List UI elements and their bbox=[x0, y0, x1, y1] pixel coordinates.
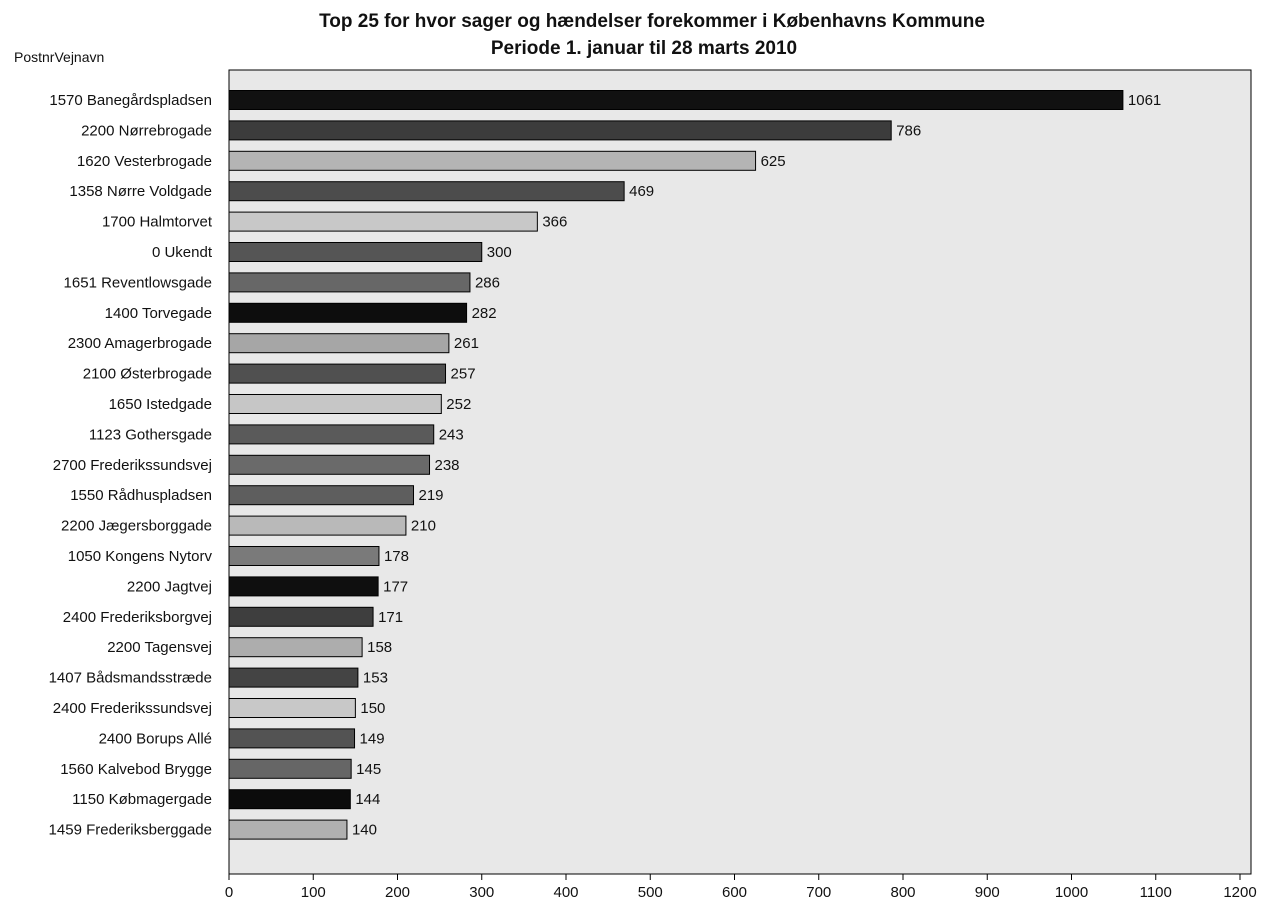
x-tick-label: 900 bbox=[975, 884, 1000, 901]
category-label: 1407 Bådsmandsstræde bbox=[49, 670, 212, 687]
bar bbox=[228, 576, 379, 597]
category-label: 1459 Frederiksberggade bbox=[49, 822, 212, 839]
category-label: 1550 Rådhuspladsen bbox=[70, 487, 212, 504]
category-label: 2200 Jagtvej bbox=[127, 578, 212, 595]
category-label: 1150 Købmagergade bbox=[72, 791, 212, 808]
category-label: 1651 Reventlowsgade bbox=[64, 274, 212, 291]
data-label: 140 bbox=[352, 822, 377, 839]
bar bbox=[228, 333, 450, 354]
category-label: 2400 Borups Allé bbox=[99, 730, 212, 747]
x-tick-label: 400 bbox=[553, 884, 578, 901]
bar bbox=[228, 242, 483, 262]
chart-title: Top 25 for hvor sager og hændelser forek… bbox=[319, 11, 985, 32]
data-label: 150 bbox=[360, 700, 385, 717]
bar bbox=[228, 424, 435, 445]
data-label: 210 bbox=[411, 518, 436, 535]
bar bbox=[228, 728, 356, 749]
data-label: 177 bbox=[383, 578, 408, 595]
x-tick-label: 700 bbox=[806, 884, 831, 901]
chart-subtitle: Periode 1. januar til 28 marts 2010 bbox=[491, 38, 797, 59]
x-tick-label: 500 bbox=[638, 884, 663, 901]
data-label: 158 bbox=[367, 639, 392, 656]
x-tick-label: 200 bbox=[385, 884, 410, 901]
data-label: 366 bbox=[542, 214, 567, 231]
x-tick-label: 1200 bbox=[1223, 884, 1256, 901]
category-label: 1700 Halmtorvet bbox=[102, 214, 213, 231]
category-label: 2200 Tagensvej bbox=[107, 639, 212, 656]
bar bbox=[228, 454, 431, 475]
category-label: 1123 Gothersgade bbox=[89, 426, 212, 443]
bar bbox=[228, 515, 407, 536]
data-label: 171 bbox=[378, 609, 403, 626]
bar bbox=[228, 394, 442, 414]
category-label: 2700 Frederikssundsvej bbox=[53, 457, 212, 474]
bar bbox=[228, 211, 538, 232]
bars-group: 1570 Banegårdspladsen 1061 2200 Nørrebroga… bbox=[49, 90, 1161, 840]
data-label: 469 bbox=[629, 183, 654, 200]
data-label: 144 bbox=[355, 791, 380, 808]
bar bbox=[228, 485, 415, 506]
bar bbox=[228, 637, 363, 658]
bar bbox=[228, 90, 1124, 110]
category-label: 1400 Torvegade bbox=[105, 305, 212, 322]
data-label: 252 bbox=[446, 396, 471, 413]
x-axis: 0 100 200 300 400 500 600 700 800 900 1000 1100 1200 bbox=[225, 874, 1257, 901]
bar bbox=[228, 667, 359, 688]
bar bbox=[228, 181, 625, 202]
bar bbox=[228, 120, 892, 141]
category-label: 1620 Vesterbrogade bbox=[77, 153, 212, 170]
x-tick-label: 600 bbox=[722, 884, 747, 901]
x-tick-label: 300 bbox=[469, 884, 494, 901]
y-axis-title: PostnrVejnavn bbox=[14, 49, 104, 65]
bar bbox=[228, 272, 471, 293]
x-tick-label: 0 bbox=[225, 884, 233, 901]
data-label: 261 bbox=[454, 335, 479, 352]
x-tick-label: 800 bbox=[890, 884, 915, 901]
category-label: 1560 Kalvebod Brygge bbox=[60, 761, 212, 778]
category-label: 1650 Istedgade bbox=[109, 396, 212, 413]
data-label: 282 bbox=[472, 305, 497, 322]
category-label: 2200 Nørrebrogade bbox=[81, 122, 212, 139]
bar bbox=[228, 789, 351, 810]
data-label: 238 bbox=[435, 457, 460, 474]
data-label: 257 bbox=[451, 366, 476, 383]
category-label: 1050 Kongens Nytorv bbox=[68, 548, 213, 565]
x-tick-label: 1000 bbox=[1055, 884, 1088, 901]
data-label: 243 bbox=[439, 426, 464, 443]
bar bbox=[228, 150, 757, 171]
data-label: 219 bbox=[419, 487, 444, 504]
bar bbox=[228, 606, 374, 627]
category-label: 2300 Amagerbrogade bbox=[68, 335, 212, 352]
bar bbox=[228, 698, 356, 718]
category-label: 2400 Frederiksborgvej bbox=[63, 609, 212, 626]
category-label: 2200 Jægersborggade bbox=[61, 518, 212, 535]
bar bbox=[228, 363, 447, 384]
bar bbox=[228, 758, 352, 779]
category-label: 2400 Frederikssundsvej bbox=[53, 700, 212, 717]
data-label: 625 bbox=[761, 153, 786, 170]
category-label: 1358 Nørre Voldgade bbox=[69, 183, 212, 200]
data-label: 300 bbox=[487, 244, 512, 261]
bar bbox=[228, 546, 380, 566]
data-label: 153 bbox=[363, 670, 388, 687]
x-tick-label: 1100 bbox=[1140, 884, 1172, 901]
category-label: 2100 Østerbrogade bbox=[83, 366, 212, 383]
data-label: 149 bbox=[360, 730, 385, 747]
category-label: 0 Ukendt bbox=[152, 244, 213, 261]
category-label: 1570 Banegårdspladsen bbox=[49, 92, 212, 109]
data-label: 286 bbox=[475, 274, 500, 291]
data-label: 786 bbox=[896, 122, 921, 139]
data-label: 145 bbox=[356, 761, 381, 778]
bar bbox=[228, 819, 348, 840]
bar bbox=[228, 302, 468, 323]
data-label: 178 bbox=[384, 548, 409, 565]
x-tick-label: 100 bbox=[301, 884, 326, 901]
data-label: 1061 bbox=[1128, 92, 1161, 109]
